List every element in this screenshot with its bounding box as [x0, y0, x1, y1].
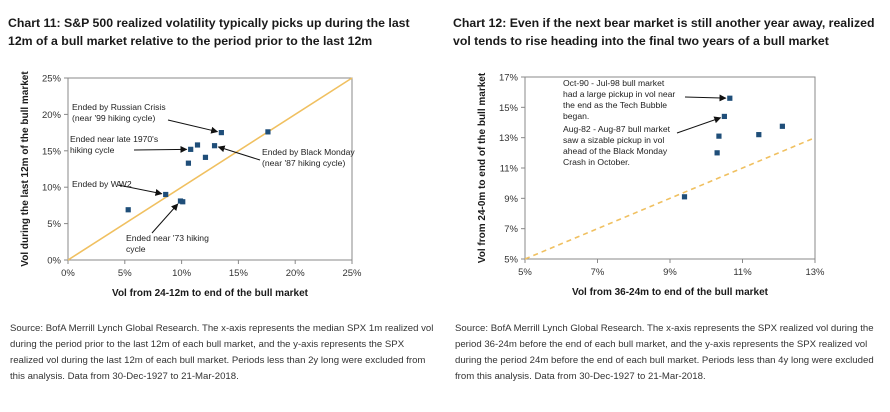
data-point	[185, 160, 192, 166]
data-point	[125, 207, 131, 213]
x-tick-label: 9%	[663, 267, 677, 278]
data-point	[716, 133, 722, 139]
annotation-arrow	[151, 203, 179, 234]
y-tick-label: 10%	[42, 183, 62, 194]
reference-line	[524, 136, 816, 260]
x-tick-label: 10%	[172, 268, 192, 279]
x-tick-label: 13%	[805, 267, 825, 278]
chart-12-source-note: Source: BofA Merrill Lynch Global Resear…	[455, 323, 874, 382]
x-axis-title: Vol from 24-12m to end of the bull marke…	[112, 288, 309, 299]
annotation-label: Ended near '73 hiking cycle	[126, 233, 209, 254]
chart-11-source-note: Source: BofA Merrill Lynch Global Resear…	[10, 323, 434, 382]
reference-line	[67, 77, 353, 261]
annotation-label: Ended by WW2	[72, 179, 132, 189]
annotation-label: Aug-82 - Aug-87 bull market saw a sizable…	[563, 124, 671, 167]
y-axis-title: Vol during the last 12m of the bull mark…	[20, 71, 31, 267]
y-tick-label: 17%	[499, 73, 519, 84]
data-point	[194, 142, 201, 148]
y-tick-label: 20%	[42, 110, 62, 121]
y-axis-title: Vol from 24-0m to end of the bull market	[477, 72, 488, 263]
annotation-label: Ended near late 1970's hiking cycle	[70, 134, 158, 155]
chart-12-title: Chart 12: Even if the next bear market i…	[453, 16, 875, 48]
data-point	[721, 113, 727, 120]
data-point	[779, 123, 785, 129]
y-tick-label: 13%	[499, 133, 519, 144]
y-tick-label: 5%	[504, 255, 518, 266]
data-point	[180, 199, 186, 205]
annotation-arrow	[676, 116, 722, 134]
annotation-arrow	[133, 145, 188, 153]
data-point	[211, 143, 218, 149]
data-point	[727, 95, 733, 101]
y-tick-label: 11%	[500, 164, 519, 175]
annotation-label: Oct-90 - Jul-98 bull market had a large p…	[563, 78, 675, 121]
data-point	[265, 129, 271, 135]
x-tick-label: 0%	[61, 268, 75, 279]
x-axis-title: Vol from 36-24m to end of the bull marke…	[572, 287, 769, 298]
y-tick-label: 15%	[42, 146, 62, 157]
data-point	[681, 194, 688, 200]
annotation-label: Ended by Black Monday (near '87 hiking cy…	[262, 147, 355, 168]
data-point	[756, 132, 762, 138]
data-point	[188, 146, 194, 152]
data-point	[202, 154, 209, 160]
x-tick-label: 5%	[518, 267, 532, 278]
x-tick-label: 20%	[286, 268, 306, 279]
annotation-arrow	[217, 145, 261, 161]
chart-12-panel: Chart 12: Even if the next bear market i…	[445, 0, 890, 412]
chart-11-title: Chart 11: S&P 500 realized volatility ty…	[8, 16, 410, 48]
y-tick-label: 25%	[42, 74, 62, 85]
plot-frame	[524, 76, 816, 260]
chart-12-plot: 5% 7% 9% 11% 13% 5% 7% 9% 11% 13% 15% 17% Vol from 3…	[477, 72, 825, 298]
x-tick-label: 15%	[229, 268, 249, 279]
y-tick-label: 9%	[504, 194, 518, 205]
y-tick-label: 15%	[499, 103, 519, 114]
data-point	[714, 150, 720, 156]
annotation-arrow	[117, 184, 163, 196]
y-tick-label: 7%	[504, 224, 518, 235]
chart-11-plot: 0% 5% 10% 15% 20% 25% 0% 5% 10% 15% 20% 25% Vol from…	[20, 71, 362, 299]
x-tick-label: 11%	[733, 267, 752, 278]
annotation-label: Ended by Russian Crisis (near '99 hiking …	[72, 102, 166, 123]
x-tick-label: 7%	[591, 267, 605, 278]
x-tick-label: 5%	[118, 268, 132, 279]
y-tick-label: 0%	[47, 256, 61, 267]
chart-11-panel: Chart 11: S&P 500 realized volatility ty…	[8, 16, 434, 382]
annotation-arrow	[167, 119, 219, 134]
y-tick-label: 5%	[47, 219, 61, 230]
data-point	[218, 130, 224, 136]
x-tick-label: 25%	[342, 268, 362, 279]
annotation-arrow	[684, 94, 727, 102]
data-point	[163, 191, 169, 198]
